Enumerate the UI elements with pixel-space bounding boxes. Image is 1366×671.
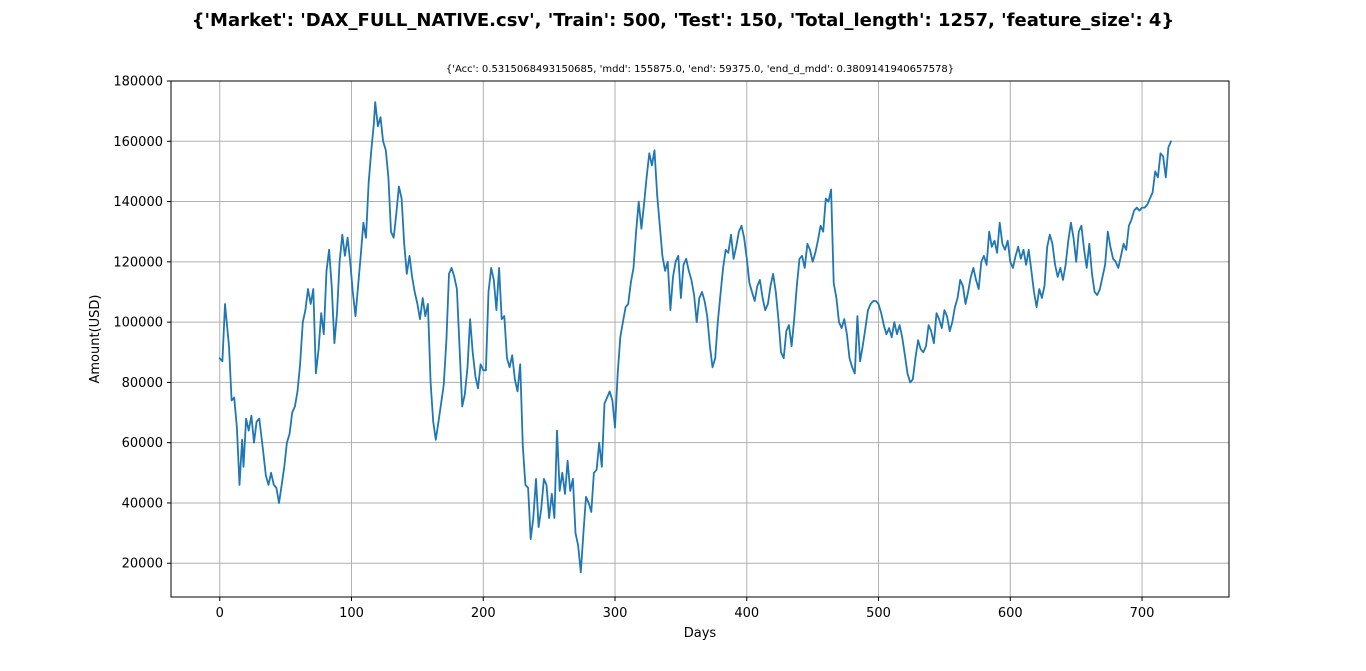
x-tick-label: 300 <box>603 606 628 621</box>
chart-subtitle: {'Acc': 0.5315068493150685, 'mdd': 15587… <box>446 64 954 75</box>
grid-lines <box>171 80 1229 597</box>
y-tick-label: 80000 <box>122 376 163 391</box>
x-tick-label: 400 <box>734 606 759 621</box>
y-tick-label: 180000 <box>113 75 163 90</box>
x-tick-label: 0 <box>216 606 224 621</box>
y-tick-label: 160000 <box>113 135 163 150</box>
y-tick-label: 40000 <box>122 496 163 511</box>
y-tick-label: 60000 <box>122 436 163 451</box>
y-tick-label: 100000 <box>113 316 163 331</box>
x-tick-label: 100 <box>339 606 364 621</box>
y-tick-label: 120000 <box>113 255 163 270</box>
y-tick-label: 140000 <box>113 195 163 210</box>
axis-ticks: 0 100 200 300 400 500 600 700 20000 40000 60000 800… <box>113 75 1154 622</box>
series-layer <box>218 101 1172 574</box>
y-axis-label: Amount(USD) <box>88 294 103 383</box>
x-tick-label: 600 <box>998 606 1023 621</box>
x-axis-label: Days <box>684 626 717 641</box>
x-tick-label: 500 <box>866 606 891 621</box>
y-tick-label: 20000 <box>122 557 163 572</box>
plot-frame <box>170 80 1230 598</box>
x-tick-label: 200 <box>471 606 496 621</box>
chart-title: {'Market': 'DAX_FULL_NATIVE.csv', 'Train… <box>191 10 1175 31</box>
x-tick-label: 700 <box>1130 606 1155 621</box>
series-line <box>218 101 1172 574</box>
